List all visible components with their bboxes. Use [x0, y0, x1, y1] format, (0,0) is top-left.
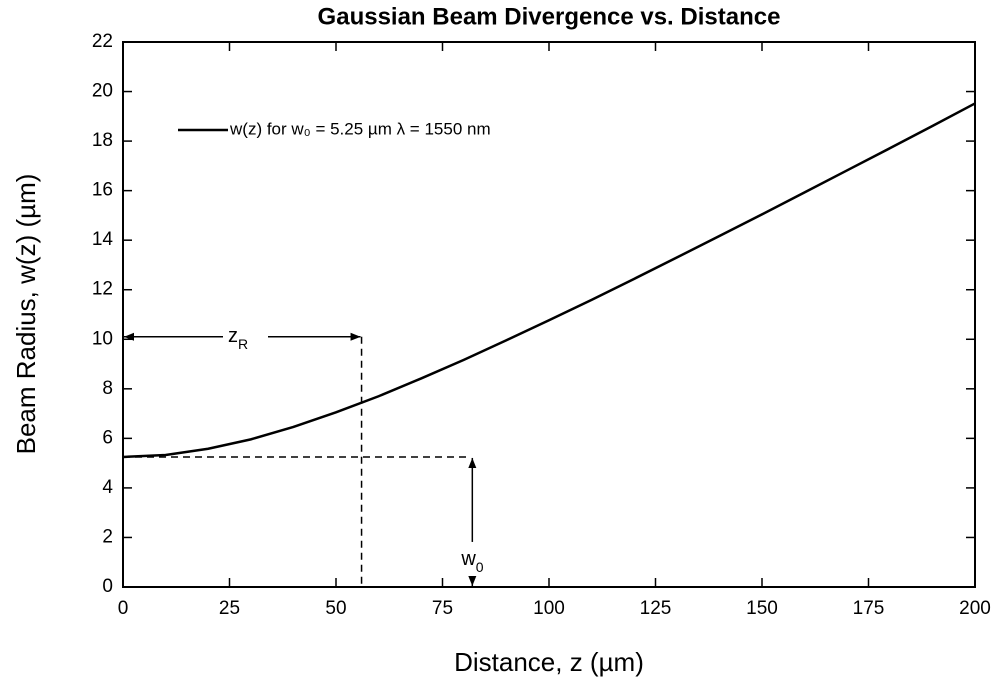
rayleigh-label-sub: R — [238, 335, 248, 351]
y-tick-label: 8 — [102, 378, 113, 399]
y-tick-label: 4 — [102, 477, 113, 498]
x-tick-label: 150 — [746, 598, 778, 619]
y-tick-label: 0 — [102, 576, 113, 597]
y-tick-label: 14 — [92, 229, 114, 250]
waist-label: w0 — [460, 548, 483, 574]
x-tick-label: 75 — [432, 598, 453, 619]
series-line — [122, 102, 976, 459]
y-tick-label: 12 — [92, 279, 113, 300]
chart-title: Gaussian Beam Divergence vs. Distance — [318, 3, 781, 30]
x-tick-label: 50 — [325, 598, 346, 619]
waist-label-sub: 0 — [476, 559, 484, 575]
x-tick-label: 200 — [959, 598, 991, 619]
x-tick-label: 100 — [533, 598, 565, 619]
y-tick-label: 18 — [92, 130, 113, 151]
x-tick-label: 25 — [219, 598, 240, 619]
rayleigh-label: zR — [228, 325, 248, 351]
y-tick-label: 20 — [92, 81, 113, 102]
x-tick-label: 0 — [118, 598, 129, 619]
x-axis-label: Distance, z (µm) — [454, 647, 644, 677]
rayleigh-label-main: z — [228, 325, 238, 347]
y-tick-label: 10 — [92, 328, 113, 349]
y-tick-label: 6 — [102, 427, 113, 448]
y-tick-label: 22 — [92, 31, 113, 52]
x-tick-label: 125 — [640, 598, 672, 619]
legend-label: w(z) for w₀ = 5.25 µm λ = 1550 nm — [229, 119, 491, 138]
y-tick-label: 16 — [92, 180, 113, 201]
y-tick-label: 2 — [102, 526, 113, 547]
y-axis-label: Beam Radius, w(z) (µm) — [11, 174, 41, 455]
x-tick-label: 175 — [853, 598, 885, 619]
waist-label-main: w — [460, 548, 476, 570]
